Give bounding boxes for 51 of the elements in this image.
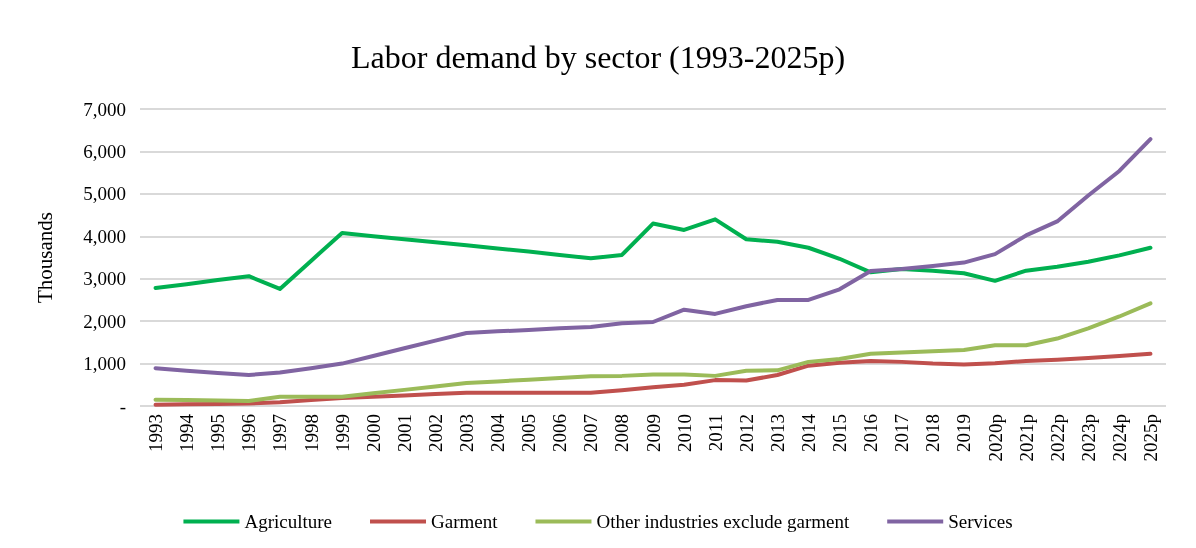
x-tick-label: 2022p [1046, 414, 1068, 462]
line-series [153, 351, 1153, 407]
x-tick-label: 1998 [300, 414, 322, 452]
x-tick-label: 2012 [735, 414, 757, 452]
x-tick-label: 2025p [1139, 414, 1161, 462]
y-tick-label: 7,000 [83, 98, 126, 120]
x-tick-label: 2016 [860, 414, 882, 452]
x-tick-label: 2019 [953, 414, 975, 452]
y-tick-label: 6,000 [83, 140, 126, 162]
y-tick-label: 5,000 [83, 183, 126, 205]
x-tick-label: 2013 [766, 414, 788, 452]
x-tick-label: 2017 [891, 414, 913, 452]
x-tick-label: 1997 [269, 414, 291, 452]
x-tick-label: 2000 [362, 414, 384, 452]
line-series [153, 137, 1153, 378]
x-tick-label: 2004 [487, 413, 509, 452]
legend-label: Services [948, 511, 1013, 532]
x-tick-label: 2007 [580, 414, 602, 452]
x-tick-label: 1996 [238, 414, 260, 452]
x-tick-label: 1993 [145, 414, 167, 452]
x-tick-label: 2005 [518, 414, 540, 452]
x-tick-label: 1999 [331, 414, 353, 452]
x-tick-label: 2014 [797, 413, 819, 452]
x-tick-label: 1995 [207, 414, 229, 452]
x-tick-label: 2020p [984, 414, 1006, 462]
x-tick-label: 2015 [829, 414, 851, 452]
x-tick-label: 2011 [704, 414, 726, 452]
x-tick-label: 2002 [424, 414, 446, 452]
y-tick-label: 3,000 [83, 268, 126, 290]
x-tick-label: 2001 [393, 414, 415, 452]
x-tick-label: 2018 [922, 414, 944, 452]
x-tick-label: 2021p [1015, 414, 1037, 462]
y-axis-title: Thousands [32, 212, 57, 303]
x-tick-label: 2009 [642, 414, 664, 452]
line-series [153, 301, 1153, 403]
x-tick-label: 2008 [611, 414, 633, 452]
y-tick-label: - [119, 395, 126, 417]
x-tick-label: 2006 [549, 414, 571, 452]
line-series [153, 217, 1153, 291]
x-tick-label: 2024p [1108, 414, 1130, 462]
x-tick-label: 2010 [673, 414, 695, 452]
y-tick-label: 2,000 [83, 310, 126, 332]
y-tick-label: 1,000 [83, 353, 126, 375]
x-tick-label: 2003 [455, 414, 477, 452]
x-tick-label: 2023p [1077, 414, 1099, 462]
y-tick-label: 4,000 [83, 225, 126, 247]
legend-label: Other industries exclude garment [596, 511, 850, 532]
chart-title: Labor demand by sector (1993-2025p) [350, 39, 846, 75]
x-tick-label: 1994 [176, 413, 198, 452]
legend-label: Agriculture [244, 511, 333, 532]
legend-label: Garment [431, 511, 499, 532]
